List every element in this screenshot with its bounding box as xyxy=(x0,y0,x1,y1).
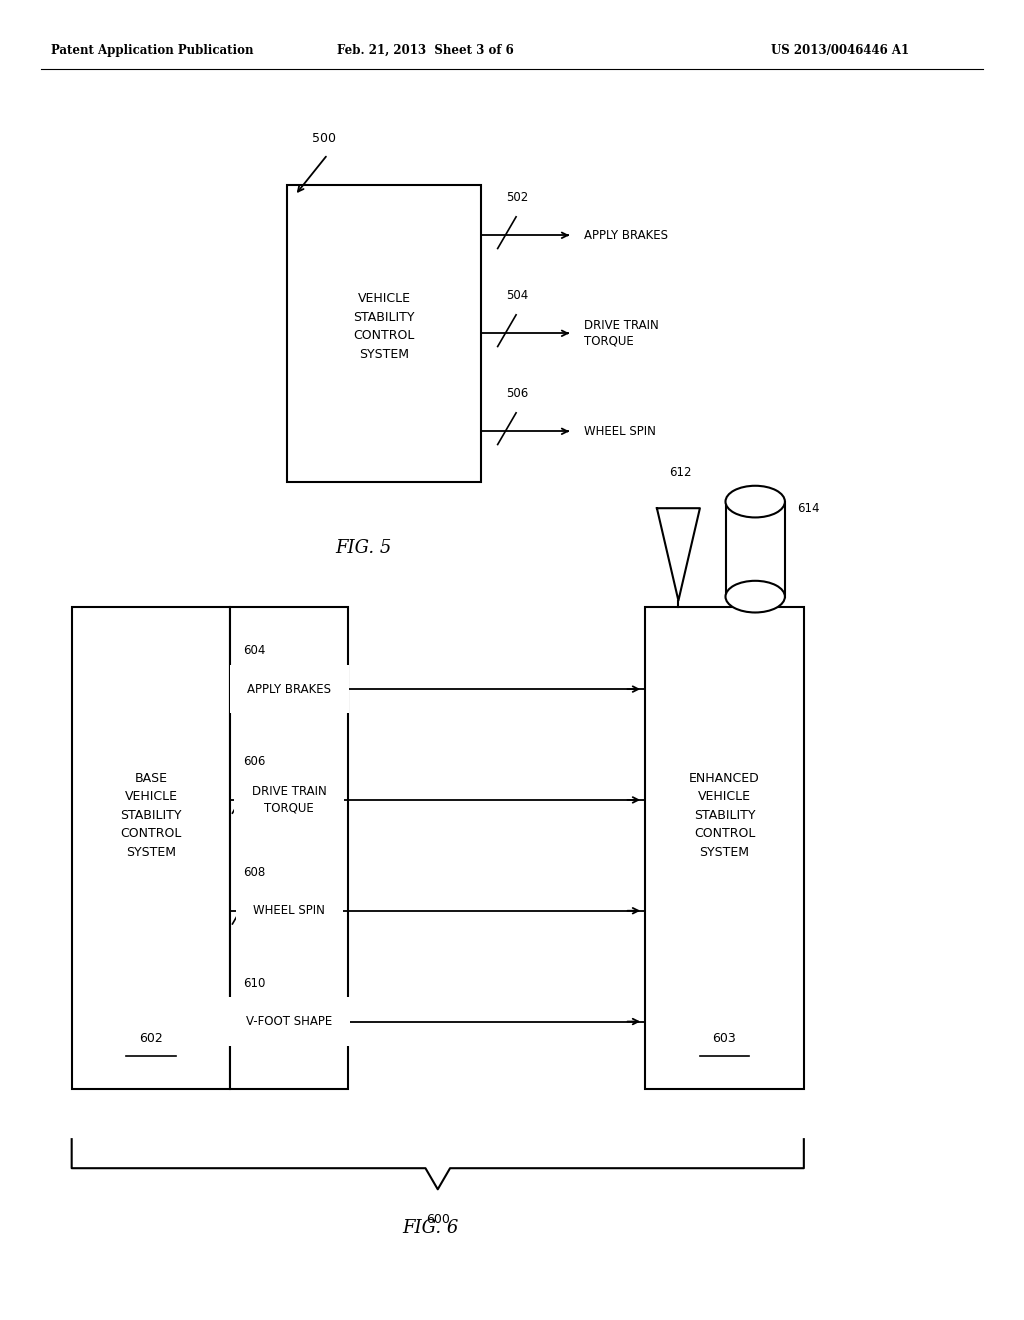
Text: Patent Application Publication: Patent Application Publication xyxy=(51,44,254,57)
Text: 612: 612 xyxy=(670,466,691,479)
Text: BASE
VEHICLE
STABILITY
CONTROL
SYSTEM: BASE VEHICLE STABILITY CONTROL SYSTEM xyxy=(120,772,182,858)
Text: Feb. 21, 2013  Sheet 3 of 6: Feb. 21, 2013 Sheet 3 of 6 xyxy=(337,44,513,57)
Text: 500: 500 xyxy=(312,132,336,145)
Bar xyxy=(72,607,230,1089)
Bar xyxy=(287,185,481,482)
Text: V-FOOT SHAPE: V-FOOT SHAPE xyxy=(246,1015,333,1028)
Text: 606: 606 xyxy=(243,755,265,768)
Text: US 2013/0046446 A1: US 2013/0046446 A1 xyxy=(771,44,908,57)
Text: WHEEL SPIN: WHEEL SPIN xyxy=(584,425,655,438)
Bar xyxy=(645,607,804,1089)
Text: 603: 603 xyxy=(713,1032,736,1045)
Ellipse shape xyxy=(725,486,784,517)
Text: DRIVE TRAIN
TORQUE: DRIVE TRAIN TORQUE xyxy=(584,319,658,347)
Ellipse shape xyxy=(725,581,784,612)
Text: 600: 600 xyxy=(426,1213,450,1226)
Text: ENHANCED
VEHICLE
STABILITY
CONTROL
SYSTEM: ENHANCED VEHICLE STABILITY CONTROL SYSTE… xyxy=(689,772,760,858)
Text: FIG. 6: FIG. 6 xyxy=(401,1218,459,1237)
Text: 604: 604 xyxy=(243,644,265,657)
Text: WHEEL SPIN: WHEEL SPIN xyxy=(253,904,326,917)
Text: 506: 506 xyxy=(506,387,528,400)
Text: APPLY BRAKES: APPLY BRAKES xyxy=(584,228,668,242)
Text: 602: 602 xyxy=(139,1032,163,1045)
Bar xyxy=(230,607,348,1089)
Text: 610: 610 xyxy=(243,977,265,990)
Text: VEHICLE
STABILITY
CONTROL
SYSTEM: VEHICLE STABILITY CONTROL SYSTEM xyxy=(353,293,415,360)
Text: DRIVE TRAIN
TORQUE: DRIVE TRAIN TORQUE xyxy=(252,785,327,814)
Text: 502: 502 xyxy=(506,190,528,203)
Text: 504: 504 xyxy=(506,289,528,301)
Text: APPLY BRAKES: APPLY BRAKES xyxy=(247,682,332,696)
Text: FIG. 5: FIG. 5 xyxy=(335,539,392,557)
Text: 608: 608 xyxy=(243,866,265,879)
Text: 614: 614 xyxy=(797,502,819,515)
